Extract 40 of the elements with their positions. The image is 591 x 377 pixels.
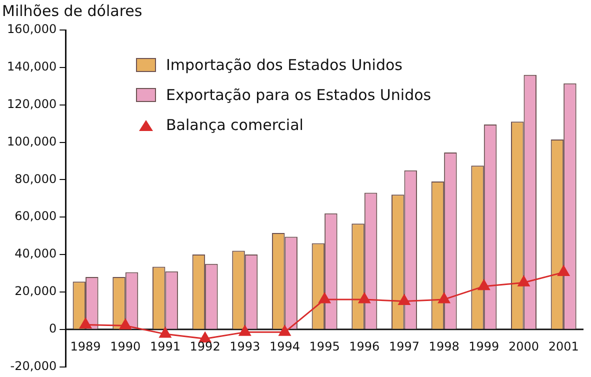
y-tick-label: 100,000 bbox=[7, 134, 57, 148]
y-tick-label: 160,000 bbox=[7, 22, 57, 36]
point bbox=[318, 292, 331, 304]
x-tick-label: 1989 bbox=[70, 340, 101, 354]
point bbox=[398, 294, 410, 306]
point bbox=[119, 318, 132, 330]
y-axis-title: Milhões de dólares bbox=[2, 2, 142, 20]
point bbox=[518, 276, 530, 286]
y-tick-label: 140,000 bbox=[7, 60, 57, 74]
y-tick-label: 120,000 bbox=[7, 96, 57, 111]
point bbox=[558, 266, 570, 276]
point bbox=[199, 332, 211, 342]
x-tick-label: 2001 bbox=[548, 340, 579, 354]
x-tick-label: 1994 bbox=[269, 340, 300, 354]
x-tick-label: 1995 bbox=[309, 340, 340, 354]
x-tick-label: 1990 bbox=[110, 340, 141, 354]
y-tick-label: 40,000 bbox=[14, 246, 57, 261]
point bbox=[478, 280, 490, 290]
x-tick-label: 1992 bbox=[190, 340, 220, 354]
y-tick-label: 60,000 bbox=[14, 209, 57, 224]
point bbox=[159, 327, 172, 338]
legend-label: Importação dos Estados Unidos bbox=[166, 56, 402, 74]
x-tick-label: 1999 bbox=[468, 340, 500, 354]
x-tick-label: 1997 bbox=[388, 340, 420, 354]
x-tick-label: 1996 bbox=[349, 340, 380, 354]
y-tick-label: -20,000 bbox=[10, 358, 57, 373]
point bbox=[238, 325, 251, 336]
legend-label: Exportação para os Estados Unidos bbox=[166, 86, 432, 104]
point bbox=[80, 318, 92, 328]
x-tick-label: 1993 bbox=[230, 340, 260, 354]
y-tick-label: 0 bbox=[48, 322, 57, 336]
y-tick-label: 20,000 bbox=[14, 284, 57, 298]
y-tick-label: 80,000 bbox=[14, 172, 57, 186]
x-tick-label: 1998 bbox=[428, 340, 460, 354]
point bbox=[438, 292, 450, 304]
x-tick-label: 1991 bbox=[150, 340, 180, 354]
legend-label: Balança comercial bbox=[166, 116, 304, 134]
x-tick-label: 2000 bbox=[508, 340, 540, 354]
point bbox=[278, 325, 291, 336]
point bbox=[358, 292, 370, 304]
